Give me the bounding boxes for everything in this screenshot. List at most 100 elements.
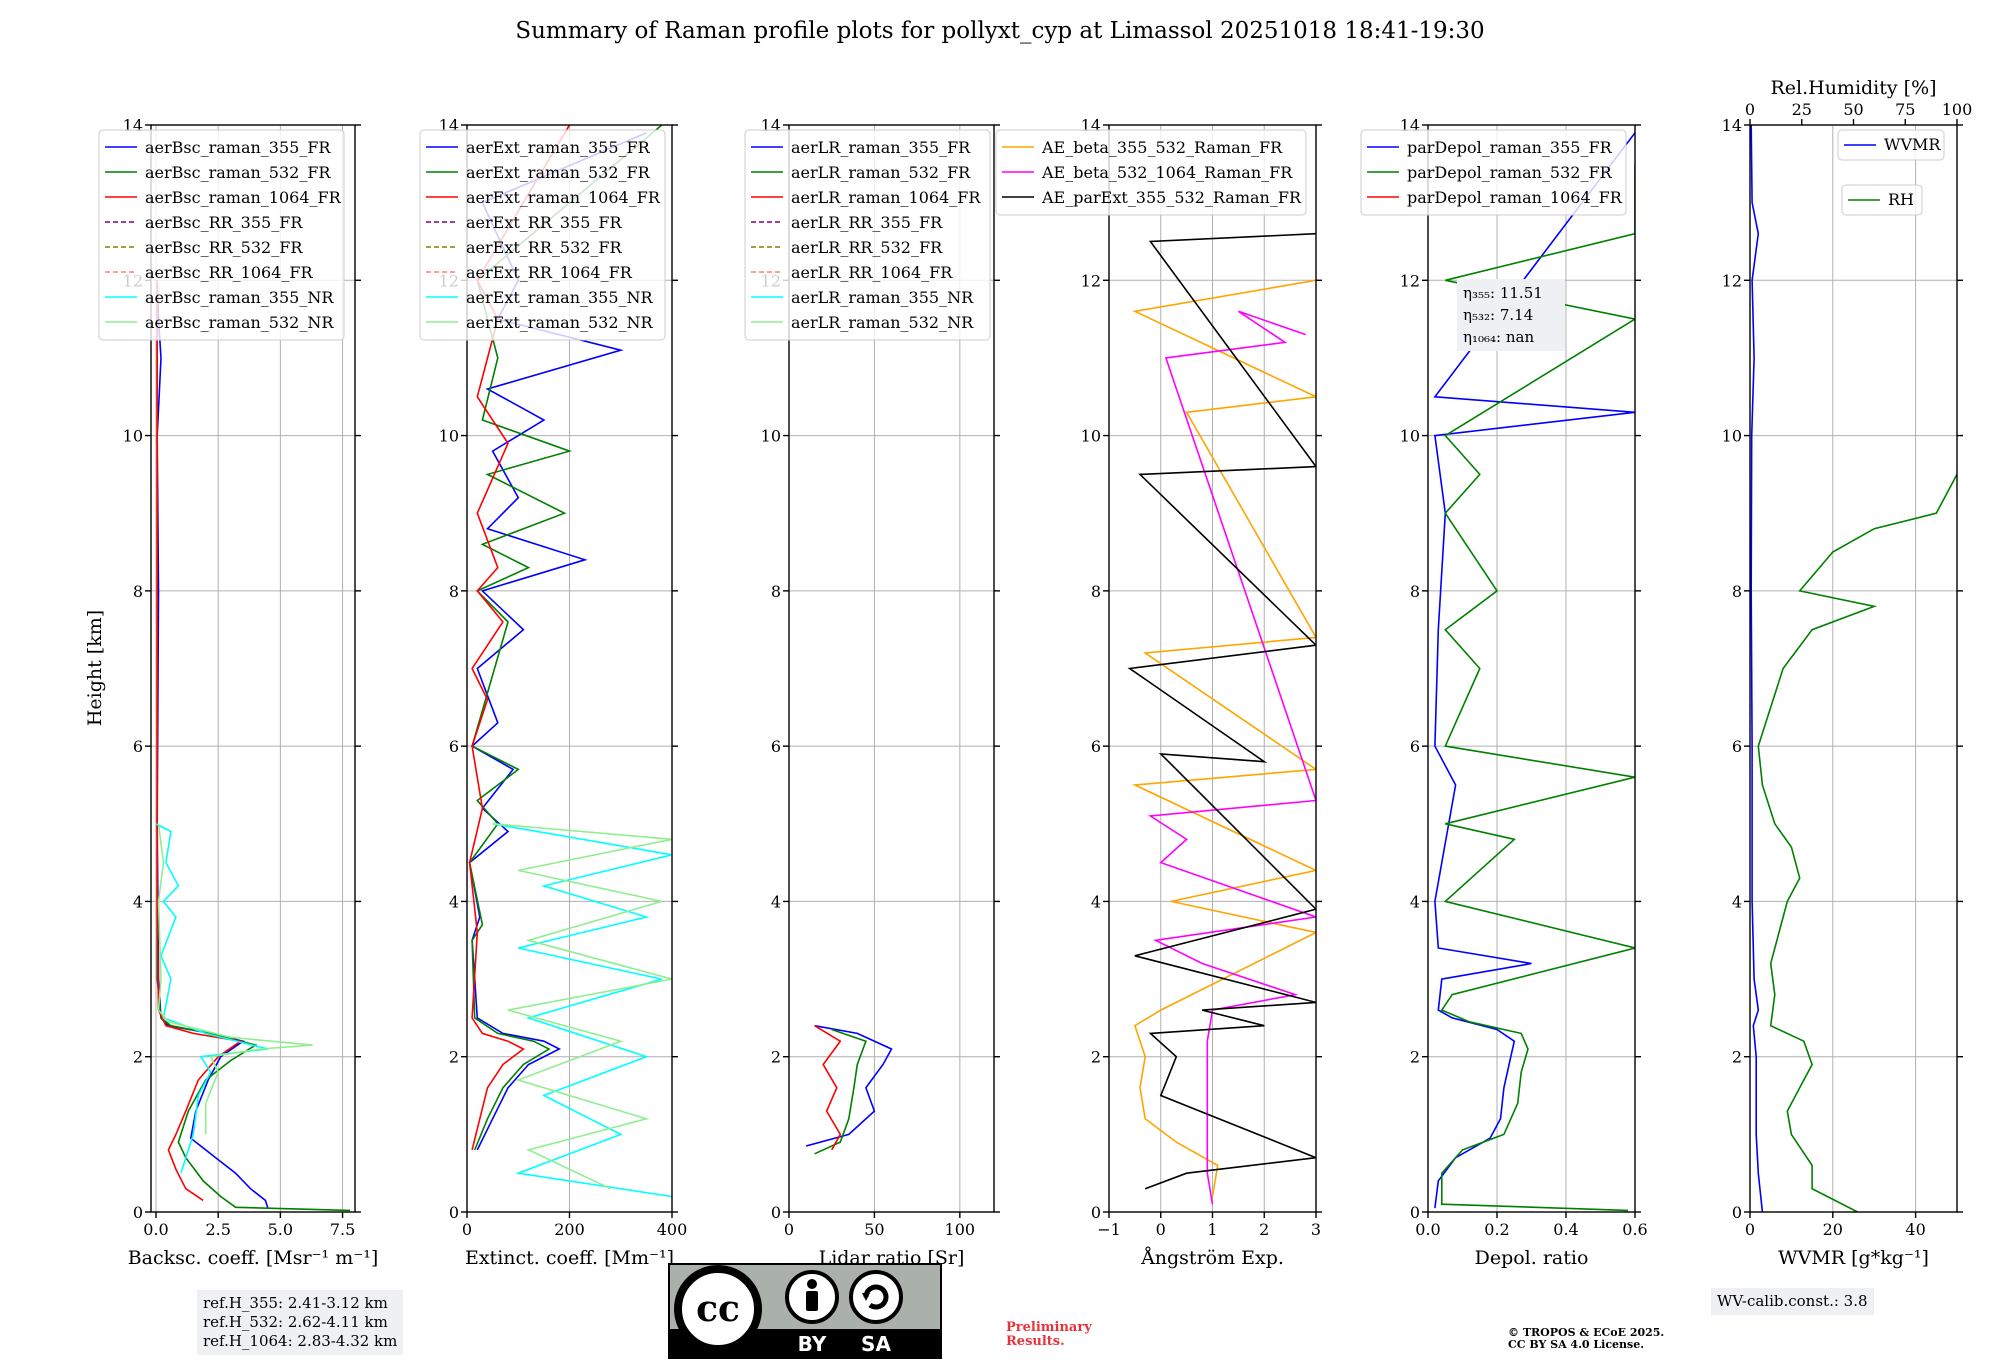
- legend-label: aerBsc_raman_532_FR: [145, 163, 331, 182]
- x-axis-label: Ångström Exp.: [1140, 1247, 1284, 1269]
- x-tick-label: 0: [462, 1220, 472, 1239]
- top-x-tick-label: 100: [1942, 100, 1973, 119]
- eta-355: η₃₅₅: 11.51: [1463, 284, 1543, 302]
- series-line-aerBsc_raman_355_NR: [155, 823, 269, 1174]
- y-tick-label: 4: [1732, 892, 1742, 911]
- x-tick-label: 1: [1207, 1220, 1217, 1239]
- y-tick-label: 10: [1722, 427, 1742, 446]
- x-tick-label: 0.0: [1415, 1220, 1440, 1239]
- legend: WVMR RH: [1837, 129, 1945, 216]
- legend-label: aerExt_raman_355_NR: [466, 288, 654, 307]
- legend-label: parDepol_raman_1064_FR: [1407, 188, 1623, 207]
- top-axis-label: Rel.Humidity [%]: [1770, 77, 1936, 99]
- series-group: [155, 280, 351, 1212]
- y-tick-label: 0: [133, 1203, 143, 1222]
- preliminary-line2: Results.: [1006, 1334, 1065, 1349]
- y-tick-label: 0: [1091, 1203, 1101, 1222]
- wv-calib-box: WV-calib.const.: 3.8: [1711, 1288, 1874, 1315]
- x-axis-label: WVMR [g*kg⁻¹]: [1778, 1247, 1929, 1269]
- series-line-aerBsc_raman_532_FR: [156, 280, 351, 1212]
- preliminary-notice: Preliminary Results.: [1006, 1321, 1092, 1349]
- y-tick-label: 10: [1081, 427, 1101, 446]
- series-line-aerBsc_raman_532_NR: [157, 823, 313, 1135]
- series-line-aerLR_raman_1064_FR: [814, 1025, 842, 1151]
- legend-box: [1841, 184, 1923, 216]
- y-tick-label: 6: [449, 737, 459, 756]
- legend: aerExt_raman_355_FR aerExt_raman_532_FRae…: [419, 129, 666, 341]
- legend-box: [744, 129, 991, 341]
- axes-frame: [150, 124, 356, 1213]
- y-tick-label: 8: [133, 582, 143, 601]
- y-tick-label: 4: [1410, 892, 1420, 911]
- y-tick-label: 10: [439, 427, 459, 446]
- ref-height-1064: ref.H_1064: 2.83-4.32 km: [203, 1332, 398, 1350]
- legend-label: aerLR_RR_532_FR: [791, 238, 943, 257]
- y-tick-label: 2: [1732, 1048, 1742, 1067]
- legend-box: [1837, 129, 1945, 161]
- y-axis-label: Height [km]: [84, 610, 106, 726]
- y-tick-label: 8: [771, 582, 781, 601]
- legend-label: aerExt_raman_355_FR: [466, 138, 651, 157]
- series-line-AE_beta_355_532_Raman_FR: [1131, 279, 1316, 1197]
- x-tick-label: 0: [1156, 1220, 1166, 1239]
- legend: parDepol_raman_355_FR parDepol_raman_532_…: [1360, 129, 1627, 216]
- x-tick-label: 200: [554, 1220, 585, 1239]
- sa-label: SA: [861, 1332, 891, 1356]
- x-tick-label: −1: [1097, 1220, 1121, 1239]
- legend-box: [419, 129, 666, 341]
- y-tick-label: 6: [1732, 737, 1742, 756]
- legend-label: AE_beta_355_532_Raman_FR: [1041, 138, 1283, 157]
- y-tick-label: 6: [1410, 737, 1420, 756]
- legend-label: aerExt_RR_532_FR: [466, 238, 623, 257]
- by-label: BY: [798, 1332, 827, 1356]
- legend-label: aerExt_raman_532_NR: [466, 313, 654, 332]
- series-line-aerExt_raman_532_NR: [492, 823, 672, 1190]
- y-tick-label: 12: [1400, 271, 1420, 290]
- y-tick-label: 2: [449, 1048, 459, 1067]
- series-group: [805, 1024, 893, 1155]
- figure-title: Summary of Raman profile plots for polly…: [515, 18, 1485, 44]
- x-tick-label: 0.0: [143, 1220, 168, 1239]
- cc-by-sa-badge: cc BY SA: [668, 1263, 942, 1359]
- series-line-RH: [1757, 474, 1957, 1212]
- series-line-aerLR_raman_532_FR: [814, 1028, 867, 1155]
- y-tick-label: 4: [1091, 892, 1101, 911]
- legend: AE_beta_355_532_Raman_FR AE_beta_532_1064…: [995, 129, 1307, 216]
- series-line-parDepol_raman_355_FR: [1433, 132, 1635, 1209]
- x-tick-label: 3: [1311, 1220, 1321, 1239]
- top-x-tick-label: 0: [1745, 100, 1755, 119]
- y-tick-label: 6: [1091, 737, 1101, 756]
- preliminary-line1: Preliminary: [1006, 1320, 1092, 1335]
- series-line-WVMR: [1750, 125, 1764, 1212]
- series-group: [1433, 132, 1635, 1212]
- x-tick-label: 0.2: [1484, 1220, 1509, 1239]
- legend-label: aerBsc_RR_355_FR: [145, 213, 303, 232]
- x-tick-label: 5.0: [268, 1220, 293, 1239]
- series-line-aerExt_raman_532_FR: [468, 125, 663, 1151]
- y-tick-label: 6: [771, 737, 781, 756]
- cc-icon: [674, 1265, 762, 1353]
- axes-frame: [1749, 124, 1958, 1213]
- copyright-notice: © TROPOS & ECoE 2025. CC BY SA 4.0 Licen…: [1508, 1327, 1664, 1351]
- y-tick-label: 4: [771, 892, 781, 911]
- x-axis-label: Depol. ratio: [1475, 1247, 1589, 1269]
- sa-icon: [849, 1270, 903, 1324]
- y-tick-label: 10: [1400, 427, 1420, 446]
- series-line-aerExt_raman_355_FR: [468, 132, 647, 1151]
- legend: aerBsc_raman_355_FR aerBsc_raman_532_FRae…: [98, 129, 345, 341]
- eta-box: [1457, 279, 1565, 351]
- y-tick-label: 10: [123, 427, 143, 446]
- y-tick-label: 8: [1732, 582, 1742, 601]
- legend-label: aerExt_RR_355_FR: [466, 213, 623, 232]
- y-tick-label: 6: [133, 737, 143, 756]
- y-tick-label: 2: [771, 1048, 781, 1067]
- series-line-AE_parExt_355_532_Raman_FR: [1127, 232, 1316, 1190]
- x-tick-label: 2: [1259, 1220, 1269, 1239]
- legend-label: aerBsc_raman_355_FR: [145, 138, 331, 157]
- ref-height-box: ref.H_355: 2.41-3.12 km ref.H_532: 2.62-…: [197, 1290, 404, 1355]
